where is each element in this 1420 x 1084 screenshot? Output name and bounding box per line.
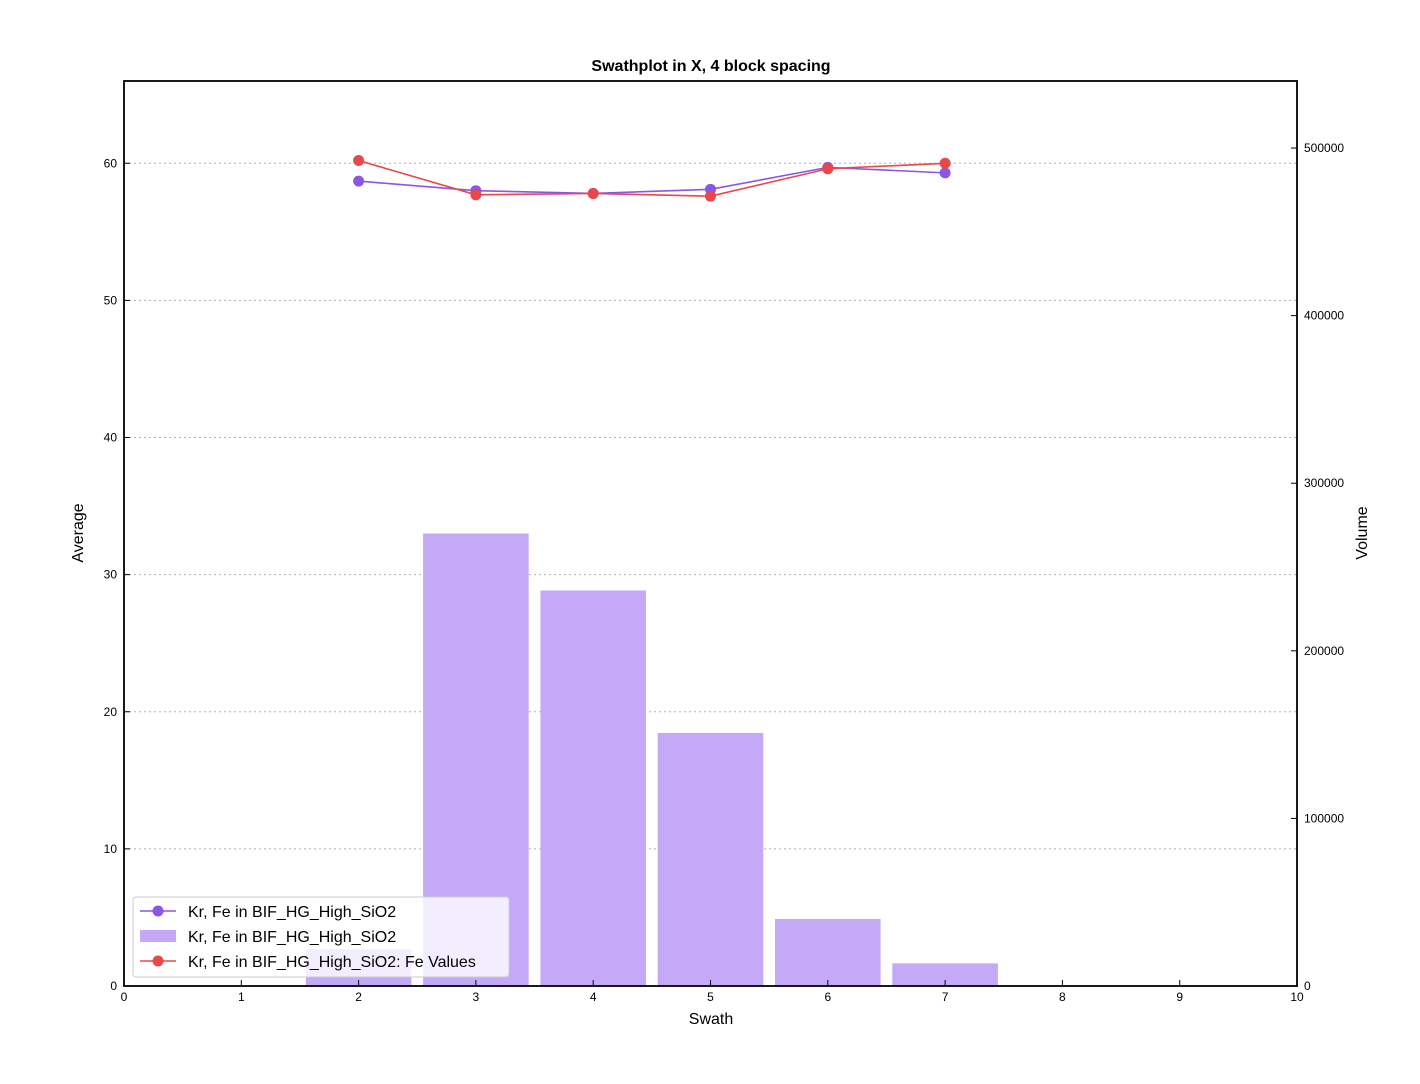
chart-title: Swathplot in X, 4 block spacing	[591, 58, 830, 75]
volume-bar	[892, 963, 998, 986]
y-right-axis-label: Volume	[1354, 506, 1371, 559]
series-point-1	[353, 175, 365, 187]
x-tick-label: 2	[355, 990, 362, 1004]
series-point-2	[470, 189, 482, 201]
series-point-2	[587, 187, 599, 199]
line-layer	[353, 155, 951, 202]
y-right-tick-label: 400000	[1304, 309, 1344, 323]
series-line-1	[358, 166, 946, 195]
series-point-2	[353, 155, 365, 167]
y-right-tick-label: 200000	[1304, 644, 1344, 658]
legend-swatch-bar	[140, 930, 176, 942]
series-point-2	[822, 163, 834, 175]
y-right-tick-label: 100000	[1304, 811, 1344, 825]
x-tick-label: 7	[942, 990, 949, 1004]
x-tick-label: 10	[1290, 990, 1304, 1004]
y-left-tick-label: 40	[104, 431, 118, 445]
series-line-2	[358, 159, 946, 197]
series-point-2	[939, 157, 951, 169]
series-point-1	[939, 167, 951, 179]
x-tick-label: 5	[707, 990, 714, 1004]
x-tick-label: 1	[238, 990, 245, 1004]
x-tick-label: 3	[473, 990, 480, 1004]
x-tick-label: 8	[1059, 990, 1066, 1004]
x-tick-label: 4	[590, 990, 597, 1004]
legend-box	[132, 896, 510, 978]
y-right-tick-label: 500000	[1304, 141, 1344, 155]
y-left-tick-label: 20	[104, 705, 118, 719]
y-left-tick-label: 30	[104, 568, 118, 582]
volume-bar	[540, 590, 646, 986]
legend-label: Kr, Fe in BIF_HG_High_SiO2	[188, 929, 396, 946]
x-tick-label: 6	[824, 990, 831, 1004]
legend-layer: Kr, Fe in BIF_HG_High_SiO2 Kr, Fe in BIF_…	[132, 896, 510, 978]
x-tick-label: 0	[121, 990, 128, 1004]
volume-bar	[775, 918, 881, 986]
series-point-2	[705, 190, 716, 202]
axis-layer: 0 1 2 3 4 5 6 7 8 9 100102030405060010000020000030…	[104, 80, 1344, 1004]
x-tick-label: 9	[1176, 990, 1183, 1004]
legend-swatch-marker	[152, 905, 164, 917]
legend-label: Kr, Fe in BIF_HG_High_SiO2	[188, 904, 396, 921]
y-left-tick-label: 60	[104, 156, 118, 170]
y-left-tick-label: 50	[104, 293, 118, 307]
legend-label: Kr, Fe in BIF_HG_High_SiO2: Fe Values	[188, 954, 476, 971]
x-axis-label: Swath	[689, 1011, 733, 1028]
legend-swatch-marker	[152, 955, 164, 967]
y-left-axis-label: Average	[70, 503, 87, 562]
y-right-tick-label: 0	[1304, 979, 1311, 993]
y-right-tick-label: 300000	[1304, 476, 1344, 490]
volume-bar	[657, 732, 764, 986]
y-left-tick-label: 10	[104, 842, 118, 856]
y-left-tick-label: 0	[110, 979, 117, 993]
